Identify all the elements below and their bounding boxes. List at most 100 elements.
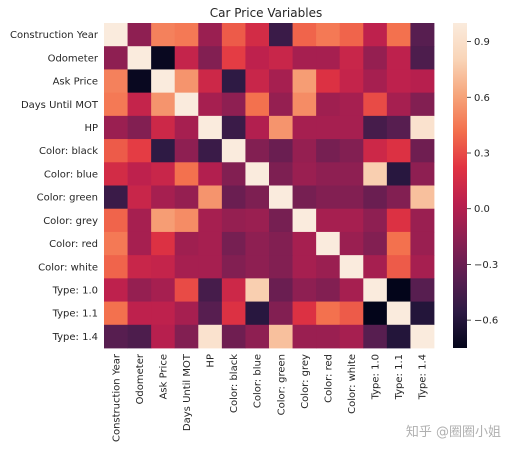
y-tick-label: Type: 1.0 xyxy=(52,285,98,296)
heatmap-cell xyxy=(245,301,270,326)
heatmap-cell xyxy=(245,139,270,163)
heatmap-cell xyxy=(198,324,223,349)
heatmap-cell xyxy=(245,115,270,140)
heatmap-cell xyxy=(245,231,270,256)
heatmap-cell xyxy=(292,301,317,326)
heatmap-cell xyxy=(221,208,246,233)
heatmap-cell xyxy=(363,324,388,349)
heatmap-cell xyxy=(269,23,293,47)
heatmap-cell xyxy=(363,92,388,117)
heatmap-cell xyxy=(198,162,223,186)
heatmap-cell xyxy=(104,324,128,349)
heatmap-cell xyxy=(269,69,293,94)
heatmap-cell xyxy=(151,208,176,233)
x-tick-label: Type: 1.1 xyxy=(394,354,405,400)
heatmap-cell xyxy=(174,69,199,94)
colorbar-tick-label: 0.3 xyxy=(474,149,490,160)
heatmap-cell xyxy=(269,324,293,349)
heatmap-cell xyxy=(410,139,435,163)
heatmap-cell xyxy=(174,208,199,233)
heatmap-cell xyxy=(410,255,435,279)
heatmap-cell xyxy=(151,139,176,163)
heatmap-cell xyxy=(245,92,270,117)
heatmap-cell xyxy=(339,46,364,70)
colorbar-gradient xyxy=(453,23,467,348)
watermark-text: 知乎 @圈圈小姐 xyxy=(406,424,501,440)
heatmap-cell xyxy=(198,208,223,233)
heatmap-cell xyxy=(127,162,152,186)
heatmap-cell xyxy=(198,46,223,70)
heatmap-cell xyxy=(104,301,128,326)
y-tick-label: HP xyxy=(84,123,98,134)
x-tick-label: Construction Year xyxy=(111,353,122,442)
colorbar-tick-label: 0.9 xyxy=(474,37,490,48)
heatmap-cell xyxy=(292,231,317,256)
heatmap-cell xyxy=(151,115,176,140)
heatmap-cell xyxy=(363,46,388,70)
heatmap-cell xyxy=(127,115,152,140)
y-tick-label: Days Until MOT xyxy=(21,100,99,111)
heatmap-cell xyxy=(104,92,128,117)
chart-title: Car Price Variables xyxy=(210,6,322,20)
heatmap-cell xyxy=(316,139,341,163)
heatmap-cell xyxy=(269,278,293,302)
heatmap-cell xyxy=(151,255,176,279)
colorbar-tick-label: −0.6 xyxy=(474,316,498,327)
heatmap-cell xyxy=(316,301,341,326)
heatmap-cell xyxy=(363,139,388,163)
heatmap-cell xyxy=(221,324,246,349)
heatmap-cell xyxy=(174,115,199,140)
heatmap-cells xyxy=(104,23,435,349)
heatmap-cell xyxy=(386,69,411,94)
heatmap-cell xyxy=(127,46,152,70)
x-tick-label: Color: white xyxy=(347,354,358,414)
heatmap-cell xyxy=(198,23,223,47)
heatmap-cell xyxy=(339,69,364,94)
heatmap-cell xyxy=(127,324,152,349)
heatmap-cell xyxy=(104,208,128,233)
heatmap-cell xyxy=(339,255,364,279)
heatmap-cell xyxy=(316,208,341,233)
heatmap-cell xyxy=(221,23,246,47)
y-tick-label: Color: red xyxy=(49,239,98,250)
heatmap-cell xyxy=(410,115,435,140)
x-tick-label: Color: red xyxy=(323,354,334,403)
heatmap-cell xyxy=(363,255,388,279)
heatmap-cell xyxy=(198,115,223,140)
colorbar-ticks: 0.9 0.6 0.3 0.0 −0.3 −0.6 xyxy=(467,37,498,327)
colorbar-tick-label: 0.0 xyxy=(474,204,490,215)
heatmap-cell xyxy=(151,162,176,186)
heatmap-cell xyxy=(269,162,293,186)
heatmap-cell xyxy=(104,278,128,302)
heatmap-cell xyxy=(363,23,388,47)
heatmap-cell xyxy=(386,208,411,233)
heatmap-cell xyxy=(386,92,411,117)
heatmap-cell xyxy=(174,185,199,210)
heatmap-cell xyxy=(292,115,317,140)
heatmap-cell xyxy=(151,231,176,256)
heatmap-cell xyxy=(410,92,435,117)
heatmap-cell xyxy=(198,231,223,256)
heatmap-cell xyxy=(410,69,435,94)
heatmap-cell xyxy=(104,255,128,279)
heatmap-cell xyxy=(339,139,364,163)
heatmap-cell xyxy=(269,208,293,233)
heatmap-cell xyxy=(292,208,317,233)
heatmap-cell xyxy=(386,324,411,349)
heatmap-cell xyxy=(386,139,411,163)
heatmap-cell xyxy=(339,324,364,349)
heatmap-cell xyxy=(269,185,293,210)
heatmap-cell xyxy=(386,23,411,47)
heatmap-cell xyxy=(363,115,388,140)
heatmap-cell xyxy=(386,46,411,70)
x-tick-label: Color: green xyxy=(276,354,287,415)
x-tick-label: Days Until MOT xyxy=(182,353,193,431)
heatmap-cell xyxy=(245,185,270,210)
heatmap-cell xyxy=(245,162,270,186)
heatmap-cell xyxy=(127,23,152,47)
x-tick-label: Type: 1.4 xyxy=(418,354,429,400)
heatmap-cell xyxy=(221,231,246,256)
heatmap-cell xyxy=(339,185,364,210)
heatmap-cell xyxy=(410,46,435,70)
heatmap-cell xyxy=(386,301,411,326)
